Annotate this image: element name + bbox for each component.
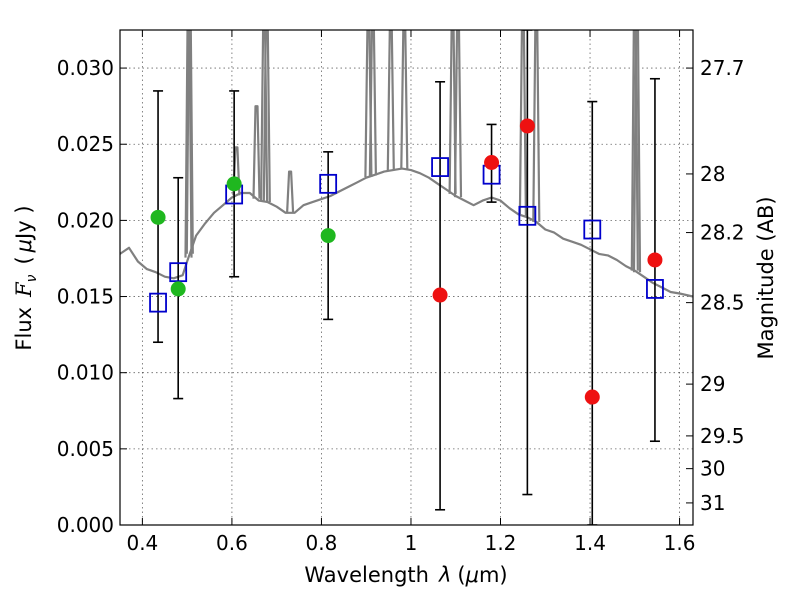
emission-line-spike (632, 30, 642, 273)
emission-line-spike (400, 30, 409, 170)
x-axis-label: Wavelength λ (μm) (304, 563, 507, 587)
y2-tick-label: 31 (700, 491, 725, 515)
x-tick-label: 0.4 (126, 531, 158, 555)
nondetection-point (484, 155, 500, 171)
y-tick-label: 0.005 (57, 437, 114, 461)
y-tick-label: 0.010 (57, 361, 114, 385)
detected-point (150, 209, 166, 225)
x-tick-label: 1 (405, 531, 418, 555)
grid-lines (120, 30, 693, 526)
model-square (319, 173, 338, 194)
axis-ticks (120, 30, 693, 526)
emission-line-spike (184, 30, 193, 258)
x-tick-label: 0.6 (216, 531, 248, 555)
y-tick-label: 0.015 (57, 285, 114, 309)
model-square (149, 292, 167, 313)
model-square (583, 219, 602, 240)
nondetection-point (584, 389, 600, 405)
y-tick-label: 0.030 (57, 56, 114, 80)
emission-line-spike (286, 170, 295, 213)
y2-tick-label: 28.5 (700, 291, 745, 315)
y2-tick-label: 29 (700, 372, 725, 396)
emission-line-spike (448, 30, 457, 194)
y-tick-label: 0.025 (57, 132, 114, 156)
plot-frame (119, 29, 694, 526)
detected-point (170, 281, 186, 297)
y-axis-label: FluxFν(μJy ) (12, 205, 40, 350)
emission-line-spike (386, 30, 395, 171)
emission-line-spike (252, 105, 261, 199)
y-tick-label: 0.000 (57, 513, 114, 537)
emission-line-spike (185, 30, 194, 254)
nondetection-point (647, 252, 663, 268)
emission-line-spike (262, 30, 271, 203)
emission-line-spike (368, 30, 377, 176)
model-square (646, 279, 664, 299)
x-tick-label: 1.6 (664, 531, 696, 555)
y2-axis-label: Magnitude (AB) (754, 196, 778, 359)
nondetection-point (432, 287, 448, 303)
marker-layer (149, 118, 664, 405)
y2-tick-label: 30 (700, 457, 725, 481)
model-square (518, 205, 537, 226)
x-tick-label: 1.2 (485, 531, 517, 555)
x-tick-label: 1.4 (574, 531, 606, 555)
emission-line-spike (453, 30, 463, 198)
y-tick-label: 0.020 (57, 208, 114, 232)
y2-tick-label: 28 (700, 162, 725, 186)
emission-line-spike (630, 30, 639, 271)
emission-line-spike (260, 30, 269, 202)
detected-point (320, 228, 336, 244)
tick-labels: 0.4 0.6 0.8 1 1.2 1.4 1.6 0.000 0.005 0.010 0.015 0… (57, 56, 745, 555)
y2-tick-label: 28.2 (700, 221, 745, 245)
x-tick-label: 0.8 (306, 531, 338, 555)
y2-tick-label: 27.7 (700, 56, 745, 80)
model-square (169, 262, 188, 283)
model-square (431, 157, 449, 177)
detected-point (226, 176, 242, 192)
y2-tick-label: 29.5 (700, 424, 745, 448)
nondetection-point (519, 118, 535, 134)
